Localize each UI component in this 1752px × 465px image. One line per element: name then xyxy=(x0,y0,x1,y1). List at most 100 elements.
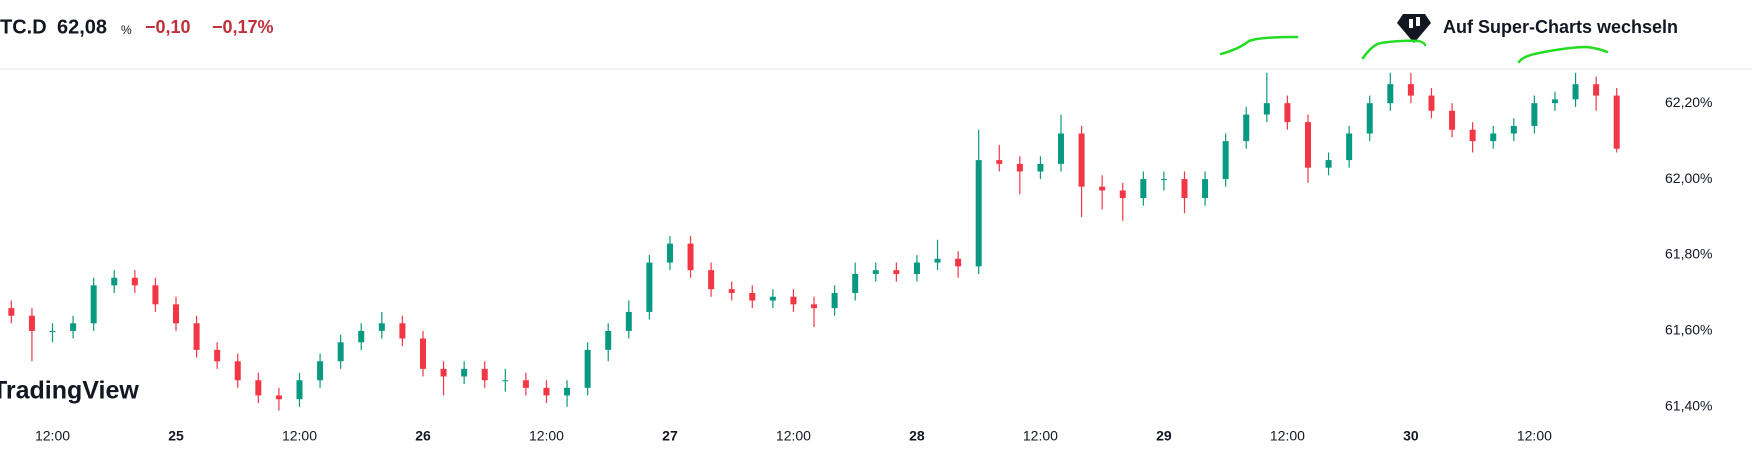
candle-body xyxy=(1428,95,1435,111)
candle-body xyxy=(1304,122,1311,168)
candle-body xyxy=(131,277,138,286)
change: −0,10 xyxy=(145,17,191,37)
candle-body xyxy=(1346,133,1353,161)
candle-body xyxy=(337,342,344,362)
candle-body xyxy=(913,262,920,274)
candle-body xyxy=(1572,84,1579,100)
candle-body xyxy=(1449,110,1456,130)
candle-body xyxy=(152,285,159,305)
icon-candle xyxy=(1416,17,1420,26)
y-tick-label: 62,20% xyxy=(1665,94,1712,110)
candle-body xyxy=(1016,163,1023,172)
logo: TradingView xyxy=(0,377,139,405)
candle-body xyxy=(1058,133,1065,164)
y-tick-label: 62,00% xyxy=(1665,170,1712,186)
candle-body xyxy=(975,160,982,267)
candle-body xyxy=(564,387,571,396)
candle-body xyxy=(234,361,241,381)
x-tick-label: 12:00 xyxy=(776,428,811,444)
candle-body xyxy=(749,292,756,301)
candle-body xyxy=(934,258,941,263)
candle-body xyxy=(1202,179,1209,199)
candle-body xyxy=(1407,84,1414,96)
symbol: TC.D xyxy=(0,16,47,38)
x-tick-label: 26 xyxy=(415,428,431,444)
candle-body xyxy=(1284,103,1291,123)
candle-body xyxy=(625,311,632,331)
candle-body xyxy=(481,368,488,381)
candle-body xyxy=(852,273,859,293)
x-tick-label: 12:00 xyxy=(1517,428,1552,444)
y-tick-label: 61,40% xyxy=(1665,398,1712,414)
candle-body xyxy=(1366,103,1373,134)
annotation-scribbles xyxy=(1219,35,1609,64)
x-tick-label: 27 xyxy=(662,428,678,444)
candle-body xyxy=(214,349,221,362)
candle-body xyxy=(872,270,879,274)
candle-body xyxy=(790,296,797,305)
candle-body xyxy=(317,361,324,381)
candle-body xyxy=(8,308,15,316)
candle-body xyxy=(173,304,180,324)
candle-body xyxy=(358,330,365,343)
candle-body xyxy=(769,296,776,301)
scribble xyxy=(1361,39,1427,60)
x-tick-label: 12:00 xyxy=(1270,428,1305,444)
candle-body xyxy=(1490,133,1497,142)
candle-body xyxy=(584,349,591,388)
x-tick-label: 12:00 xyxy=(529,428,564,444)
candle-body xyxy=(522,380,529,388)
candle-body xyxy=(1243,114,1250,142)
candle-body xyxy=(955,258,962,267)
candle-body xyxy=(811,304,818,309)
candle-body xyxy=(646,262,653,312)
candle-body xyxy=(275,395,282,400)
candle-body xyxy=(502,380,509,382)
candle-body xyxy=(90,285,97,324)
candle-body xyxy=(461,368,468,377)
candle-body xyxy=(1181,179,1188,199)
candle-body xyxy=(1099,186,1106,191)
candle-body xyxy=(111,277,118,286)
candle-body xyxy=(1037,163,1044,172)
candle-body xyxy=(708,270,715,290)
candle-body xyxy=(543,387,550,396)
candle-body xyxy=(831,292,838,309)
icon-candle xyxy=(1409,19,1413,28)
candle-body xyxy=(419,338,426,369)
candle-body xyxy=(1551,99,1558,104)
candle-body xyxy=(296,380,303,400)
candle-body xyxy=(893,270,900,274)
x-tick-label: 25 xyxy=(168,428,184,444)
candle-body xyxy=(687,243,694,271)
candle-body xyxy=(1325,160,1332,168)
scribble xyxy=(1219,35,1299,56)
candle-body xyxy=(1263,103,1270,115)
candle-body xyxy=(70,323,77,331)
candle-body xyxy=(399,323,406,339)
candle-body xyxy=(1469,129,1476,142)
candle-body xyxy=(1140,179,1147,199)
candle-body xyxy=(378,323,385,331)
x-tick-label: 29 xyxy=(1156,428,1172,444)
candle-body xyxy=(1119,190,1126,199)
x-tick-label: 30 xyxy=(1403,428,1419,444)
x-tick-label: 12:00 xyxy=(35,428,70,444)
candle-body xyxy=(1593,84,1600,96)
button-label[interactable]: Auf Super-Charts wechseln xyxy=(1443,17,1678,37)
y-tick-label: 61,60% xyxy=(1665,322,1712,338)
candle-body xyxy=(1387,84,1394,104)
button-icon xyxy=(1397,14,1431,43)
price-unit: % xyxy=(121,23,132,37)
candle-body xyxy=(666,243,673,263)
change-percent: −0,17% xyxy=(212,17,274,37)
x-tick-label: 12:00 xyxy=(282,428,317,444)
x-tick-label: 28 xyxy=(909,428,925,444)
candle-body xyxy=(28,315,35,331)
price: 62,08 xyxy=(57,16,107,38)
candle-body xyxy=(49,330,56,332)
super-charts-button[interactable]: Auf Super-Charts wechseln xyxy=(1397,14,1678,43)
candle-body xyxy=(255,380,262,396)
